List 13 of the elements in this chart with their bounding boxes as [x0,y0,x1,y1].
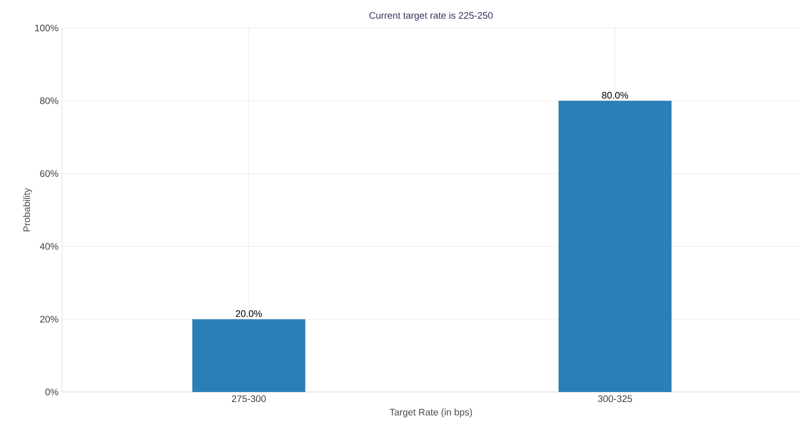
y-tick-label: 80% [40,97,58,104]
data-label: 20.0% [236,310,262,317]
y-tick-label: 40% [40,243,58,250]
y-tick-label: 100% [35,24,58,32]
x-tick-label: 275-300 [232,395,266,402]
data-label: 80.0% [602,92,628,99]
y-tick-label: 0% [45,388,58,396]
chart-title: Current target rate is 225-250 [369,12,493,21]
x-axis-title: Target Rate (in bps) [390,408,472,418]
y-tick-label: 60% [40,170,58,177]
y-tick-label: 20% [40,316,58,323]
y-axis-title: Probability [23,188,32,232]
x-tick-label: 300-325 [598,395,632,402]
